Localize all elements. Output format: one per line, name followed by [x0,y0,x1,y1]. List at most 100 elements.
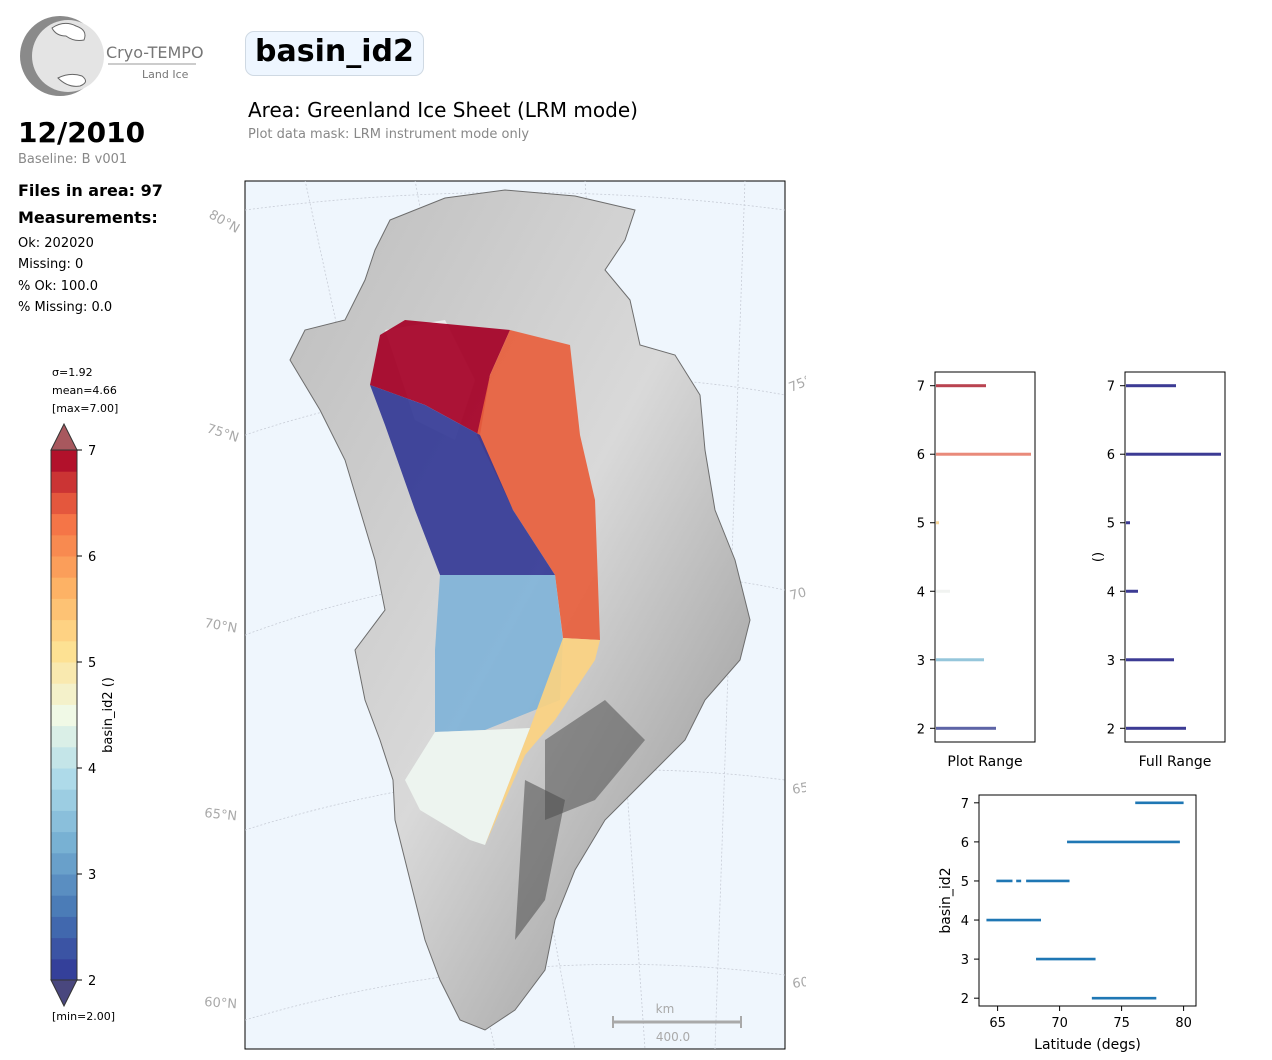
scatter-xtick-label: 80 [1175,1016,1192,1031]
lat-label-60: 60°N [204,995,238,1012]
basin-tracks [370,320,600,845]
colorbar-band [51,513,77,536]
lat-label-75: 75°N [205,422,241,446]
colorbar-tick-label: 5 [88,656,96,671]
colorbar-max: [max=7.00] [52,402,118,415]
histogram-bar [936,658,984,662]
colorbar-band [51,598,77,621]
scatter-xtick-label: 70 [1051,1016,1068,1031]
lat-label-right-70: 70°N [788,581,806,603]
stat-pct-ok: % Ok: 100.0 [18,279,98,294]
histogram-bar [1126,589,1138,593]
colorbar-band [51,725,77,748]
cryo-tempo-logo: Cryo-TEMPO Land Ice [20,16,204,96]
histogram-xlabel: Full Range [1139,754,1212,770]
colorbar-band [51,640,77,663]
lat-label-right-75: 75°N [787,370,806,396]
period-title: 12/2010 [18,116,146,149]
histogram-ytick-label: 7 [917,380,925,395]
colorbar-band [51,916,77,939]
colorbar-band [51,471,77,493]
colorbar-band [51,958,77,981]
colorbar-band [51,768,77,790]
colorbar-band [51,662,77,684]
colorbar-band [51,683,77,705]
colorbar-sigma: σ=1.92 [52,366,93,379]
histogram-ytick-label: 2 [1107,722,1115,737]
scalebar-value: 400.0 [656,1030,690,1044]
lat-label-70: 70°N [203,616,238,636]
scatter-ylabel: basin_id2 [938,867,954,933]
scatter-ytick-label: 4 [961,914,969,929]
lat-label-right-60: 60°N [791,973,806,992]
scatter-ytick-label: 7 [961,797,969,812]
files-count: Files in area: 97 [18,181,163,200]
histogram-bar [936,726,996,730]
colorbar-label: basin_id2 () [101,677,116,753]
scatter-ytick-label: 3 [961,953,969,968]
scatter-xtick-label: 65 [989,1016,1006,1031]
scatter-xtick-label: 75 [1113,1016,1130,1031]
histogram-bar [936,589,950,593]
basin-5-tracks [485,638,600,845]
histogram-bar [1126,658,1174,662]
plot-range-histogram: 2 3 4 5 6 7 Plot Range [917,371,1036,770]
colorbar-band [51,534,77,557]
lat-label-80: 80°N [206,207,242,236]
colorbar-tick-label: 4 [88,762,96,777]
colorbar-band [51,746,77,769]
scatter-xlabel: Latitude (degs) [1034,1037,1141,1053]
histogram-bar [1126,521,1130,525]
histogram-frame [934,371,1036,743]
histogram-bar [936,384,986,388]
lat-label-right-65: 65°N [791,777,806,797]
colorbar-band [51,831,77,854]
full-range-histogram: 2 3 4 5 6 7 Full Range () [1091,371,1226,770]
histogram-ytick-label: 3 [1107,654,1115,669]
scatter-frame [978,794,1197,1007]
histogram-ytick-label: 3 [917,654,925,669]
histogram-ytick-label: 2 [917,722,925,737]
scatter-ytick-label: 6 [961,836,969,851]
variable-title: basin_id2 [245,31,424,76]
lat-label-65: 65°N [204,806,238,824]
colorbar-tick-label: 3 [88,868,96,883]
mask-note: Plot data mask: LRM instrument mode only [248,127,530,142]
colorbar-min: [min=2.00] [52,1010,115,1023]
measurements-title: Measurements: [18,208,158,227]
colorbar-tick-label: 7 [88,444,96,459]
histogram-xlabel: Plot Range [947,754,1022,770]
histogram-ytick-label: 4 [1107,585,1115,600]
scatter-ytick-label: 2 [961,992,969,1007]
logo-subtitle: Land Ice [142,68,189,81]
histogram-bar [936,452,1031,456]
colorbar-band [51,874,77,896]
colorbar-band [51,704,77,727]
stat-missing: Missing: 0 [18,257,84,272]
histogram-bar [1126,726,1186,730]
histogram-ytick-label: 7 [1107,380,1115,395]
colorbar-band [51,789,77,811]
colorbar-band [51,895,77,917]
histogram-ytick-label: 6 [917,448,925,463]
colorbar-min-triangle [50,979,78,1008]
colorbar-band [51,937,77,960]
basin-4-tracks [405,728,530,845]
histogram-ytick-label: 5 [1107,517,1115,532]
histogram-ytick-label: 4 [917,585,925,600]
colorbar-tick-label: 6 [88,550,96,565]
histogram-frame [1124,371,1226,743]
colorbar-max-triangle [50,422,78,451]
colorbar-band [51,556,77,578]
scalebar-unit: km [656,1002,675,1016]
histogram-bar [1126,384,1176,388]
stat-ok: Ok: 202020 [18,236,94,251]
colorbar-mean: mean=4.66 [52,384,117,397]
area-title: Area: Greenland Ice Sheet (LRM mode) [248,98,638,122]
histogram-ytick-label: 6 [1107,448,1115,463]
colorbar: σ=1.92 mean=4.66 [max=7.00] 2 3 4 5 6 7 basin… [50,366,118,1023]
histogram-ytick-label: 5 [917,517,925,532]
scatter-ytick-label: 5 [961,875,969,890]
greenland-map: 80°N 75°N 70°N 65°N 60°N 75°N 70°N 65°N … [203,180,806,1050]
colorbar-band [51,577,77,599]
